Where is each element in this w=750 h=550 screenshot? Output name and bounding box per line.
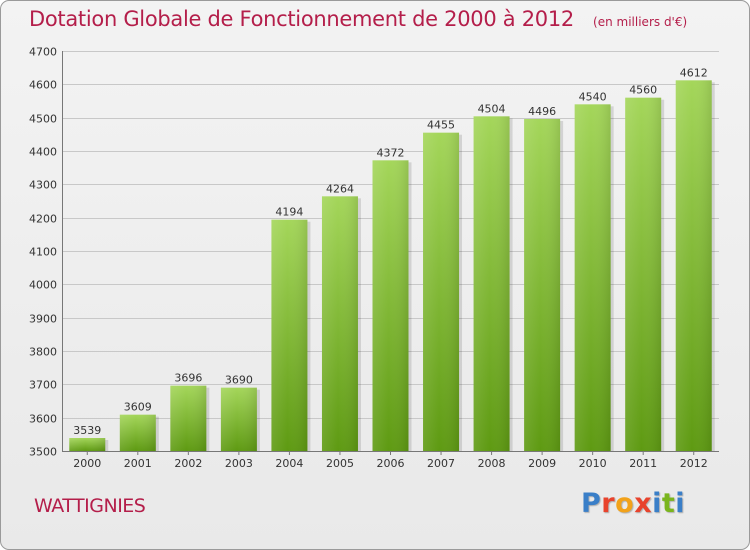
x-tick-label: 2004	[275, 457, 303, 470]
value-label: 4455	[427, 119, 455, 132]
axis-layer: 3500 3600 3700 3800 3900 4000 4100 4200 4300 4400…	[29, 46, 719, 459]
y-tick-label: 4700	[29, 46, 57, 59]
logo-letter: o	[615, 488, 635, 519]
bar-shine	[170, 385, 207, 451]
logo-letter: i	[652, 488, 662, 519]
bar-shine	[69, 438, 106, 451]
title-line: Dotation Globale de Fonctionnement de 20…	[29, 7, 687, 31]
value-label: 4540	[579, 90, 607, 103]
chart-subtitle: (en milliers d'€)	[593, 15, 688, 29]
bar-shine	[625, 97, 662, 452]
bar-shine	[473, 116, 510, 451]
value-label: 4612	[680, 66, 708, 79]
bar-shine	[675, 80, 712, 451]
x-tick-label: 2008	[478, 457, 506, 470]
value-label: 4504	[478, 102, 506, 115]
x-tick-label: 2003	[225, 457, 253, 470]
y-tick-label: 3800	[29, 346, 57, 359]
y-tick-label: 4600	[29, 79, 57, 92]
chart-title: Dotation Globale de Fonctionnement de 20…	[29, 7, 574, 31]
x-tick-label: 2009	[528, 457, 556, 470]
logo-letter: x	[634, 488, 653, 519]
proxiti-logo: Proxiti	[581, 488, 685, 519]
bar-shine	[423, 132, 460, 451]
x-tick-label: 2012	[680, 457, 708, 470]
bar-shine	[524, 119, 561, 451]
value-label: 4264	[326, 182, 354, 195]
bar-shine	[271, 219, 308, 451]
bar-shine	[119, 414, 156, 451]
x-tick-label: 2000	[73, 457, 101, 470]
logo-letter: r	[601, 488, 616, 519]
value-label: 3690	[225, 374, 253, 387]
y-tick-label: 4500	[29, 113, 57, 126]
label-layer: 3539 2000 3609 2001 3696 2002 3690 2003 4194 2004…	[73, 66, 707, 470]
y-tick-label: 3700	[29, 379, 57, 392]
value-label: 3539	[73, 424, 101, 437]
y-tick-label: 4400	[29, 146, 57, 159]
logo-letter: P	[581, 488, 602, 519]
logo-letter: t	[661, 488, 676, 519]
value-label: 3609	[124, 401, 152, 414]
location-label: WATTIGNIES	[34, 495, 146, 517]
y-tick-label: 3600	[29, 413, 57, 426]
x-tick-label: 2005	[326, 457, 354, 470]
x-tick-label: 2010	[579, 457, 607, 470]
x-tick-label: 2001	[124, 457, 152, 470]
x-tick-label: 2002	[174, 457, 202, 470]
x-tick-label: 2006	[377, 457, 405, 470]
value-label: 4194	[275, 206, 303, 219]
logo-letter: i	[675, 488, 686, 519]
value-label: 4372	[377, 146, 405, 159]
y-tick-label: 3500	[29, 446, 57, 459]
y-tick-label: 4300	[29, 179, 57, 192]
y-tick-label: 4000	[29, 279, 57, 292]
y-tick-label: 4100	[29, 246, 57, 259]
x-tick-label: 2011	[629, 457, 657, 470]
bar-shine	[220, 387, 257, 451]
value-label: 4496	[528, 105, 556, 118]
bar-shine	[321, 196, 358, 451]
bar-shine	[372, 160, 409, 452]
value-label: 3696	[174, 372, 202, 385]
bar-shine	[574, 104, 611, 451]
y-tick-label: 4200	[29, 213, 57, 226]
bar-layer	[69, 80, 715, 452]
x-tick-label: 2007	[427, 457, 455, 470]
value-label: 4560	[629, 84, 657, 97]
y-tick-label: 3900	[29, 313, 57, 326]
